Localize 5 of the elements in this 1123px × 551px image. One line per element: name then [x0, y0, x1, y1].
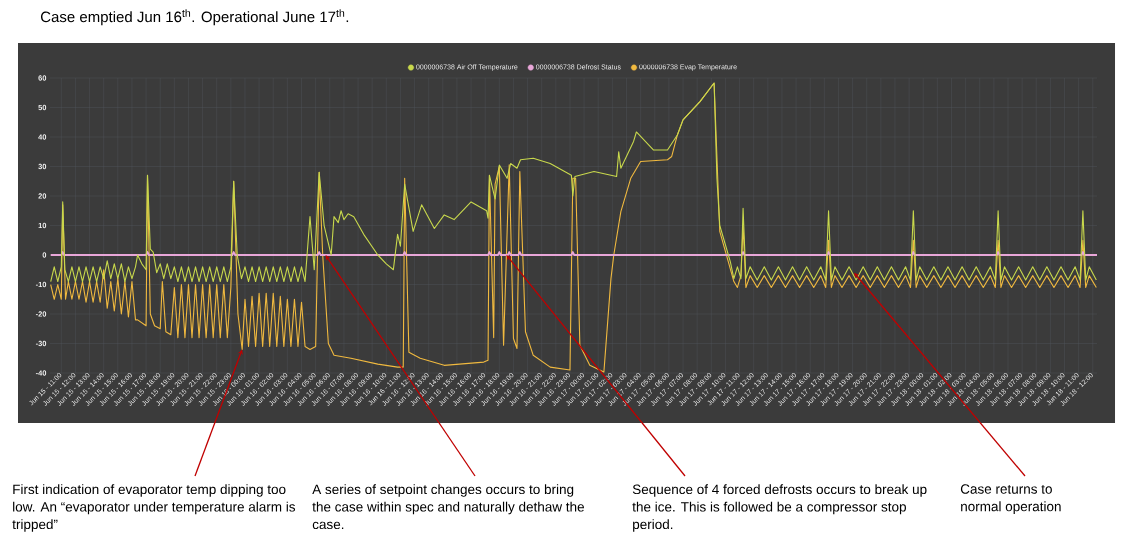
annotation: First indication of evaporator temp dipping too low. An “evaporator under temperature alarm is tripped”	[12, 484, 296, 532]
annotation: Sequence of 4 forced defrosts occurs to break up the ice. This is followed be a compressor stop period.	[632, 484, 927, 532]
annotation: A series of setpoint changes occurs to bring the case within spec and naturally dethaw the case.	[312, 484, 584, 530]
chart-title: Case emptied Jun 16$^{th}$. Operational June 17$^{th}$.	[40, 9, 349, 26]
annotation: Case returns to normal operation	[960, 484, 1061, 514]
